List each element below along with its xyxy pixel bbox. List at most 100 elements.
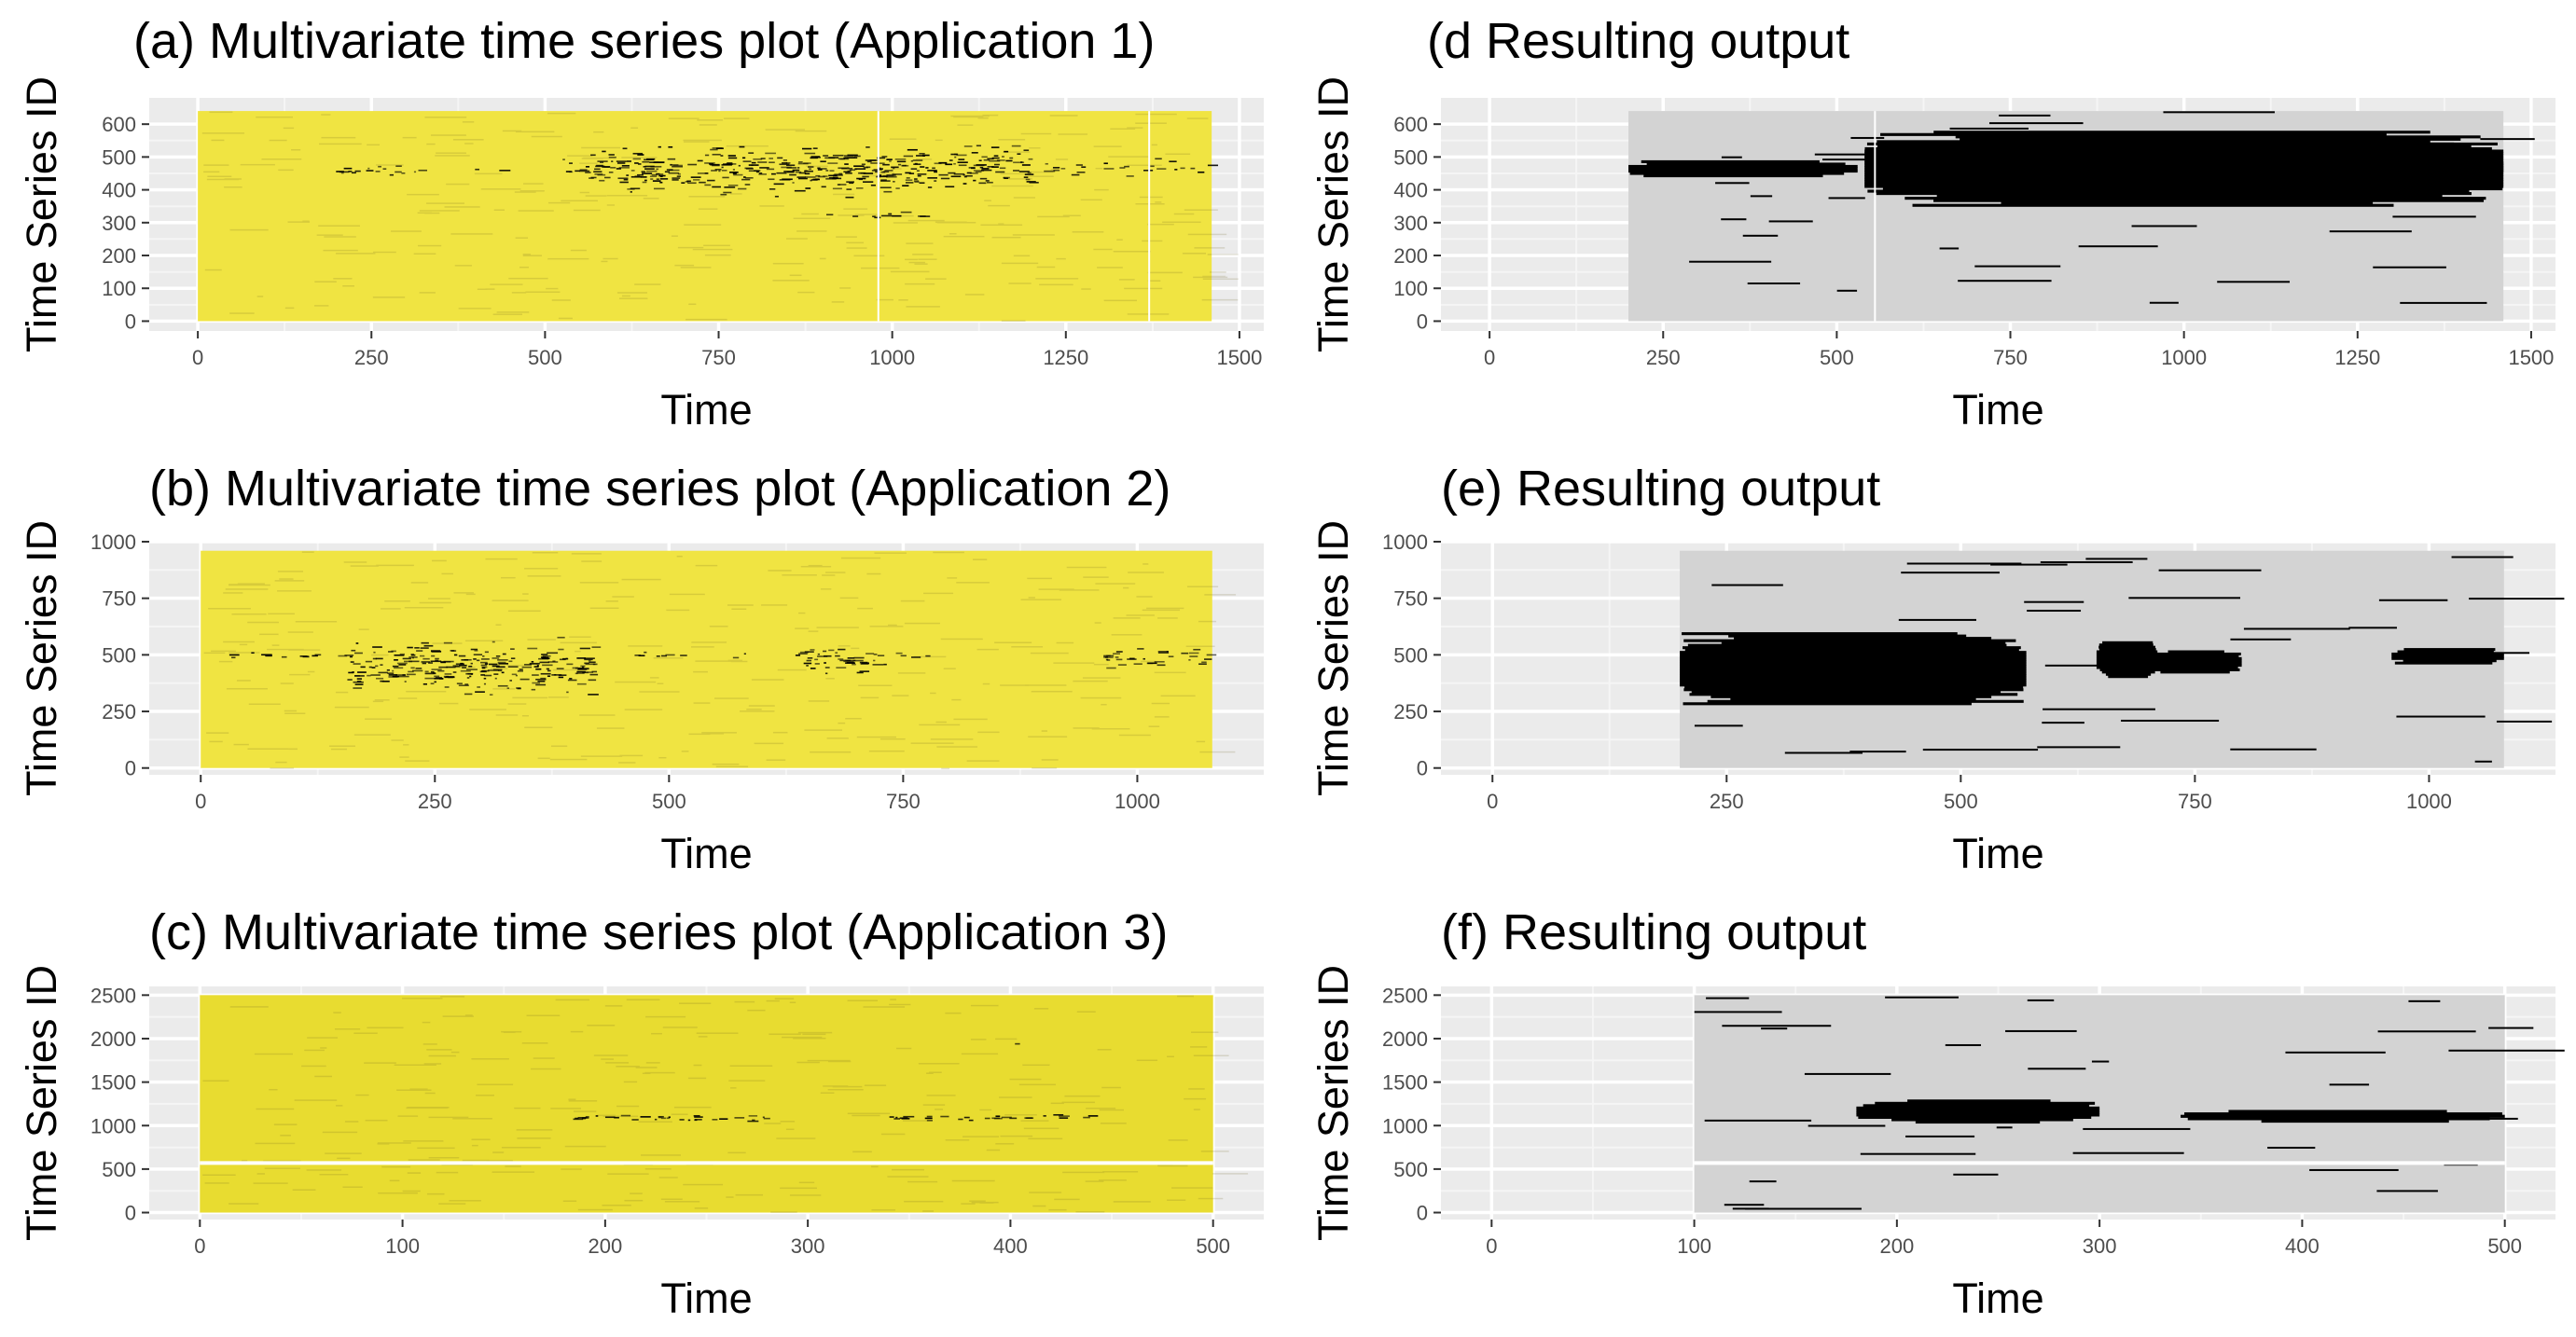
y-tick-label: 300 xyxy=(102,212,136,235)
y-tick-label: 0 xyxy=(1417,1202,1428,1225)
panel-title: (f) Resulting output xyxy=(1441,904,1866,960)
panel-c: 0 100 200 300 400 500 0 500 1000 1500 2000 2500 (c) … xyxy=(18,904,1264,1322)
panel-f: 0 100 200 300 400 500 0 500 1000 1500 2000 2500 (f) … xyxy=(1309,904,2565,1322)
x-tick-label: 0 xyxy=(192,346,203,369)
anomaly-region xyxy=(1680,632,2027,706)
y-tick-label: 300 xyxy=(1393,212,1428,235)
sparse-detections xyxy=(1694,996,2565,1210)
y-tick-label: 400 xyxy=(102,179,136,202)
y-tick-label: 200 xyxy=(1393,244,1428,268)
anomaly-region xyxy=(573,1114,770,1123)
y-tick-label: 500 xyxy=(102,1158,136,1181)
x-tick-label: 1000 xyxy=(2161,346,2207,369)
x-tick-label: 1000 xyxy=(2406,790,2452,813)
x-tick-label: 100 xyxy=(385,1234,420,1258)
x-tick-label: 500 xyxy=(528,346,562,369)
x-axis-title: Time xyxy=(1952,1275,2043,1322)
y-tick-label: 750 xyxy=(102,587,136,611)
x-axis: 0 100 200 300 400 500 xyxy=(1486,1220,2522,1258)
sparse-detections xyxy=(1694,556,2565,763)
anomaly-region xyxy=(2148,650,2242,674)
x-tick-label: 1500 xyxy=(1216,346,1262,369)
y-tick-label: 2000 xyxy=(90,1027,136,1051)
panel-e: 0 250 500 750 1000 0 250 500 750 1000 (e) Resultin… xyxy=(1309,461,2565,877)
heatmap-area xyxy=(198,111,1212,322)
x-tick-label: 250 xyxy=(354,346,389,369)
heatmap-noise xyxy=(202,995,1249,1213)
x-tick-label: 0 xyxy=(1484,346,1495,369)
y-tick-label: 1000 xyxy=(1382,1114,1428,1137)
y-axis-title: Time Series ID xyxy=(1309,76,1357,352)
anomaly-region xyxy=(1044,158,1219,177)
x-tick-label: 500 xyxy=(2487,1234,2522,1258)
y-tick-label: 500 xyxy=(1393,1158,1428,1181)
x-axis: 0 100 200 300 400 500 xyxy=(194,1220,1230,1258)
y-tick-label: 1500 xyxy=(90,1071,136,1095)
x-axis-title: Time xyxy=(1952,830,2043,877)
heatmap-area xyxy=(200,995,1213,1213)
x-tick-label: 300 xyxy=(2083,1234,2117,1258)
y-tick-label: 1000 xyxy=(1382,531,1428,554)
anomaly-region xyxy=(1103,648,1217,669)
panel-title: (d Resulting output xyxy=(1427,13,1849,69)
y-tick-label: 100 xyxy=(102,277,136,300)
y-tick-label: 1500 xyxy=(1382,1071,1428,1095)
anomaly-region xyxy=(2391,648,2504,665)
panel-title: (a) Multivariate time series plot (Appli… xyxy=(133,13,1155,69)
y-tick-label: 200 xyxy=(102,244,136,268)
y-axis: 0 100 200 300 400 500 600 xyxy=(102,113,149,333)
panel-d: 0 250 500 750 1000 1250 1500 0 100 200 300 400 500 60… xyxy=(1309,13,2555,434)
x-axis: 0 250 500 750 1000 xyxy=(1487,775,2452,813)
y-axis: 0 250 500 750 1000 xyxy=(90,531,149,780)
y-axis: 0 100 200 300 400 500 600 xyxy=(1393,113,1441,333)
y-tick-label: 0 xyxy=(125,1202,136,1225)
anomaly-region xyxy=(1015,1042,1020,1045)
y-tick-label: 500 xyxy=(102,643,136,667)
x-tick-label: 100 xyxy=(1677,1234,1711,1258)
anomaly-region xyxy=(895,652,931,658)
y-tick-label: 2000 xyxy=(1382,1027,1428,1051)
x-tick-label: 250 xyxy=(1710,790,1744,813)
x-tick-label: 1250 xyxy=(2334,346,2380,369)
y-tick-label: 2500 xyxy=(1382,984,1428,1007)
anomaly-region xyxy=(336,165,406,176)
heatmap-noise xyxy=(201,111,1239,322)
x-axis: 0 250 500 750 1000 1250 1500 xyxy=(1484,331,2554,369)
y-tick-label: 750 xyxy=(1393,587,1428,611)
x-axis: 0 250 500 750 1000 xyxy=(195,775,1160,813)
x-tick-label: 300 xyxy=(791,1234,825,1258)
panel-title: (c) Multivariate time series plot (Appli… xyxy=(149,904,1168,960)
panel-b: 0 250 500 750 1000 0 250 500 750 1000 (b) Multivar… xyxy=(18,461,1264,877)
x-tick-label: 500 xyxy=(652,790,686,813)
x-tick-label: 400 xyxy=(2285,1234,2320,1258)
y-tick-label: 500 xyxy=(102,145,136,169)
panel-title: (e) Resulting output xyxy=(1441,461,1880,517)
x-tick-label: 500 xyxy=(1944,790,1978,813)
y-axis-title: Time Series ID xyxy=(18,965,65,1241)
anomaly-region xyxy=(889,1113,1099,1122)
y-tick-label: 1000 xyxy=(90,1114,136,1137)
y-tick-label: 2500 xyxy=(90,984,136,1007)
x-tick-label: 400 xyxy=(993,1234,1028,1258)
x-tick-label: 0 xyxy=(1487,790,1498,813)
anomaly-region xyxy=(1856,1099,2100,1124)
panel-a: 0 250 500 750 1000 1250 1500 0 100 200 300 400 500 60… xyxy=(18,13,1264,434)
anomaly-region xyxy=(2322,157,2504,178)
anomaly-region xyxy=(621,145,903,199)
anomaly-region xyxy=(1864,131,2504,207)
x-tick-label: 750 xyxy=(2178,790,2212,813)
x-tick-label: 1000 xyxy=(869,346,915,369)
panel-title: (b) Multivariate time series plot (Appli… xyxy=(149,461,1170,517)
anomaly-region xyxy=(2181,1110,2505,1123)
y-tick-label: 250 xyxy=(102,700,136,724)
x-tick-label: 750 xyxy=(701,346,736,369)
y-axis: 0 500 1000 1500 2000 2500 xyxy=(90,984,149,1225)
x-axis-title: Time xyxy=(660,386,752,434)
anomaly-region xyxy=(229,652,354,659)
anomaly-region xyxy=(634,651,746,659)
x-tick-label: 750 xyxy=(1993,346,2028,369)
y-axis: 0 250 500 750 1000 xyxy=(1382,531,1441,780)
y-tick-label: 600 xyxy=(102,113,136,136)
y-axis-title: Time Series ID xyxy=(18,520,65,796)
y-axis-title: Time Series ID xyxy=(1309,520,1357,796)
